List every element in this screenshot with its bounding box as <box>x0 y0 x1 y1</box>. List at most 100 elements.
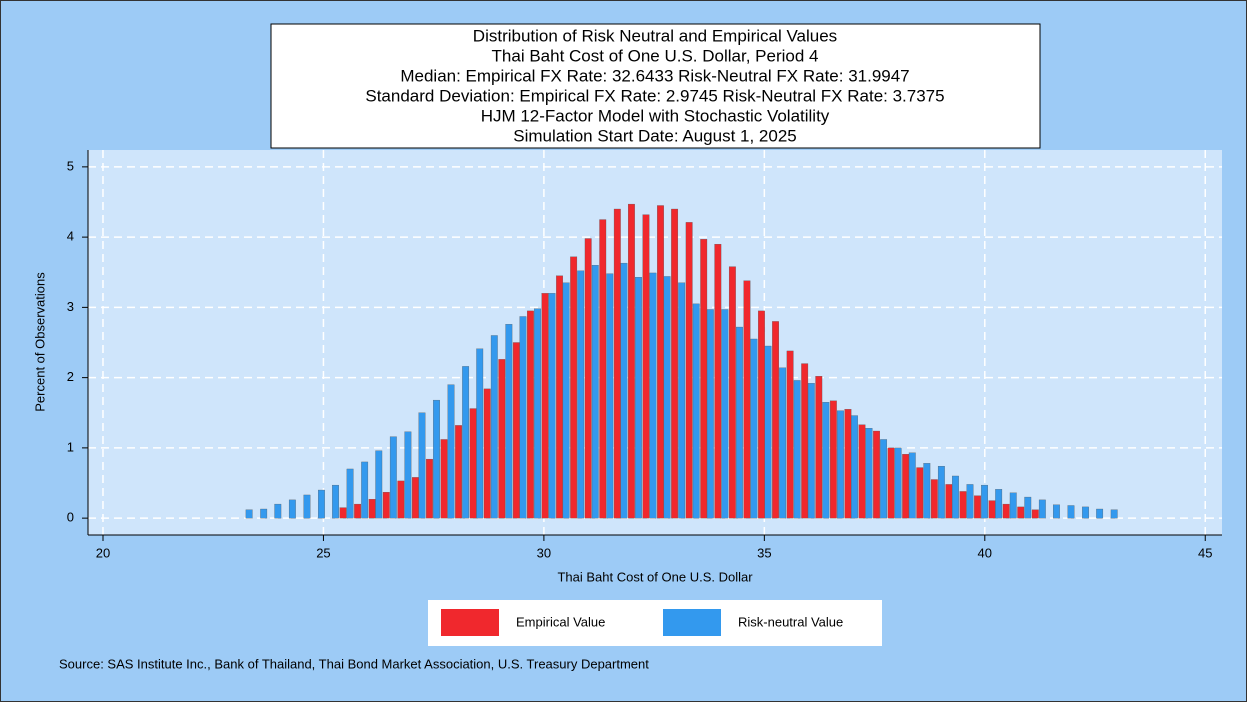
bar <box>779 367 787 519</box>
bar <box>1038 499 1046 519</box>
legend-label: Empirical Value <box>516 614 605 629</box>
bar <box>455 425 462 519</box>
bar <box>389 436 397 519</box>
bar <box>519 316 527 519</box>
bar <box>1024 496 1032 519</box>
bar <box>368 499 376 519</box>
legend-box <box>428 600 882 646</box>
x-tick-label: 30 <box>537 545 551 560</box>
bar <box>807 383 815 519</box>
bar <box>490 335 498 519</box>
bar <box>591 265 599 519</box>
chart-title-line: Simulation Start Date: August 1, 2025 <box>513 126 797 145</box>
bar <box>577 270 585 519</box>
bar <box>1082 506 1089 519</box>
bar <box>534 308 541 519</box>
bar <box>793 380 801 519</box>
bar <box>945 484 953 519</box>
bar <box>966 484 974 519</box>
bar <box>288 499 296 519</box>
bar <box>801 363 809 519</box>
bar <box>361 461 369 519</box>
bar <box>865 428 873 519</box>
chart-layer: Distribution of Risk Neutral and Empiric… <box>32 26 1222 671</box>
bar <box>706 309 714 519</box>
bar <box>303 494 311 519</box>
bar <box>887 447 895 519</box>
legend-swatch <box>663 609 721 636</box>
bar <box>447 384 455 519</box>
bar <box>700 239 708 519</box>
bar <box>988 500 996 519</box>
bar <box>411 477 419 519</box>
y-tick-label: 3 <box>67 299 74 314</box>
bar <box>764 345 772 519</box>
bar <box>469 408 477 519</box>
x-tick-label: 45 <box>1198 545 1212 560</box>
bar <box>815 376 823 519</box>
y-tick-label: 4 <box>67 229 74 244</box>
bar <box>483 388 491 519</box>
bar <box>512 342 520 519</box>
bar <box>397 480 405 519</box>
bar <box>880 439 888 519</box>
legend-label: Risk-neutral Value <box>738 614 843 629</box>
bar <box>382 491 390 519</box>
bar <box>628 203 635 519</box>
bar <box>570 256 578 519</box>
bar <box>606 273 614 519</box>
bar <box>959 491 967 519</box>
bar <box>873 430 880 519</box>
x-tick-label: 35 <box>757 545 771 560</box>
bar <box>318 489 325 519</box>
bar <box>836 410 844 519</box>
y-tick-label: 5 <box>67 158 74 173</box>
bar <box>721 309 729 519</box>
bar <box>1002 503 1010 519</box>
bar <box>339 507 347 519</box>
y-tick-label: 2 <box>67 369 74 384</box>
bar <box>274 503 282 519</box>
bar <box>635 277 642 519</box>
bar <box>1031 509 1039 519</box>
bar <box>440 439 448 519</box>
bar <box>426 458 433 519</box>
bar <box>678 282 686 519</box>
x-axis-label: Thai Baht Cost of One U.S. Dollar <box>557 569 753 584</box>
y-tick-label: 1 <box>67 439 74 454</box>
bar <box>829 400 837 519</box>
bar <box>995 489 1003 519</box>
bar <box>498 359 506 519</box>
bar <box>562 282 570 519</box>
chart-title-line: Thai Baht Cost of One U.S. Dollar, Perio… <box>492 46 819 65</box>
bar <box>584 238 592 519</box>
bar <box>332 484 339 519</box>
bar <box>930 479 938 519</box>
bar <box>527 310 534 519</box>
bar <box>822 402 830 519</box>
bar <box>671 208 679 519</box>
chart-title-line: Median: Empirical FX Rate: 32.6433 Risk-… <box>400 66 909 85</box>
x-tick-label: 40 <box>978 545 992 560</box>
bar <box>548 293 556 519</box>
bar <box>1096 508 1104 519</box>
bar <box>692 303 700 519</box>
bar <box>462 366 470 519</box>
bar <box>952 475 959 519</box>
bar <box>613 208 621 519</box>
bar <box>728 266 736 519</box>
y-tick-label: 0 <box>67 510 74 525</box>
legend-swatch <box>441 609 499 636</box>
chart-title-line: HJM 12-Factor Model with Stochastic Vola… <box>481 106 830 125</box>
bar <box>541 293 549 519</box>
bar <box>743 280 751 519</box>
bar <box>923 463 931 519</box>
bar <box>620 262 628 519</box>
bar <box>916 467 924 519</box>
bar <box>556 275 563 519</box>
y-axis-label: Percent of Observations <box>32 272 47 412</box>
bar <box>937 465 945 519</box>
bar <box>894 447 902 519</box>
